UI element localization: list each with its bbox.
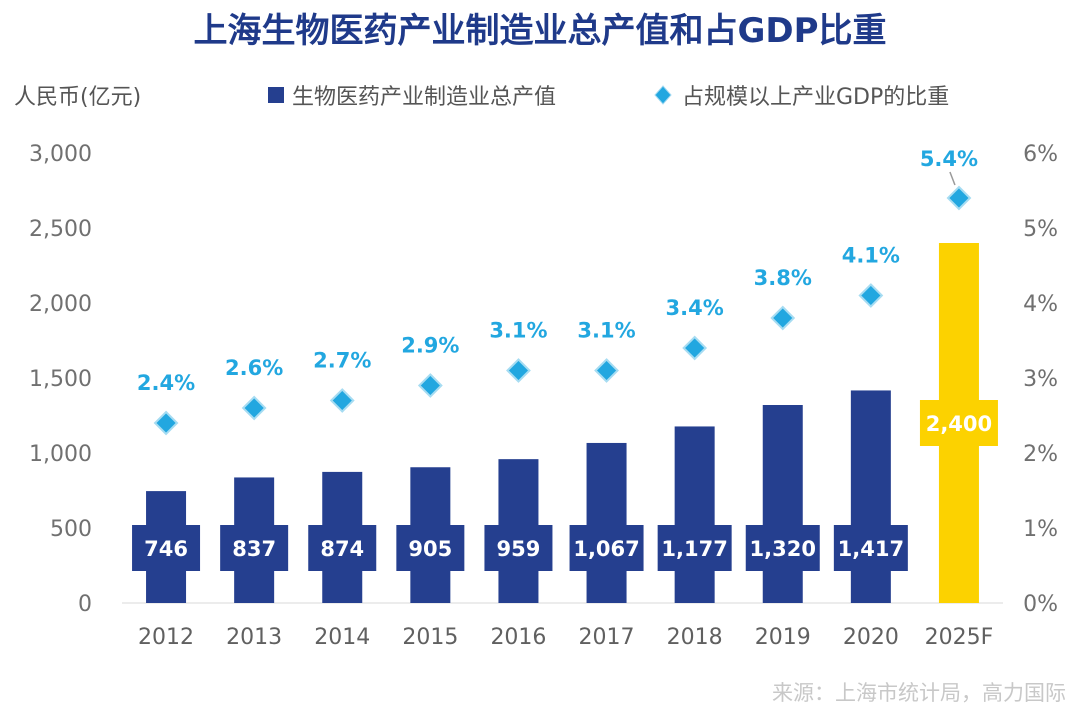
pct-value-label: 3.8% xyxy=(754,266,812,290)
y-left-tick: 1,500 xyxy=(29,367,92,392)
diamond-series: 2.4% 2.6% 2.7% 2.9% 3.1% 3.1% 3.4% 3.8% 4.1% 5.4% xyxy=(137,147,978,436)
pct-value-label: 2.9% xyxy=(401,334,459,358)
bar-label-box xyxy=(132,525,201,571)
x-tick: 2014 xyxy=(314,625,370,650)
diamond-point xyxy=(594,358,619,383)
bar-value-label: 2,400 xyxy=(926,412,992,436)
pct-value-label: 5.4% xyxy=(920,147,978,171)
pct-value-label: 3.1% xyxy=(489,319,547,343)
legend-diamond-label: 占规模以上产业GDP的比重 xyxy=(682,85,949,110)
diamond-point xyxy=(153,410,179,436)
bar-label-box xyxy=(745,525,820,571)
y-left-tick: 500 xyxy=(50,517,92,542)
y-left-tick: 3,000 xyxy=(29,142,92,167)
diamond-point xyxy=(506,358,531,383)
y-right-tick: 4% xyxy=(1023,292,1058,317)
bar-value-label: 1,417 xyxy=(838,537,904,561)
x-tick: 2015 xyxy=(402,625,458,650)
bar-series: 746 837 874 905 959 1,067 1,177 1,320 1,417 2,400 xyxy=(132,243,998,603)
bar-label-box xyxy=(657,525,732,571)
diamond-point xyxy=(770,305,796,331)
diamond-point xyxy=(329,388,355,413)
legend-bar-label: 生物医药产业制造业总产值 xyxy=(292,85,556,110)
y-axis-right: 0% 1% 2% 3% 4% 5% 6% xyxy=(1023,142,1058,617)
x-tick: 2018 xyxy=(667,625,723,650)
pct-value-label: 3.1% xyxy=(577,319,635,343)
label-leader-line xyxy=(949,171,956,186)
bar-label-box xyxy=(220,525,289,571)
pct-value-label: 2.4% xyxy=(137,371,195,395)
pct-value-label: 4.1% xyxy=(842,244,900,268)
bar xyxy=(762,405,803,603)
x-tick: 2013 xyxy=(226,625,282,650)
pct-value-label: 3.4% xyxy=(666,296,724,320)
bar-value-label: 746 xyxy=(144,537,188,561)
bar xyxy=(850,390,891,603)
y-right-tick: 1% xyxy=(1023,517,1058,542)
y-left-tick: 2,500 xyxy=(29,217,92,242)
diamond-point xyxy=(858,283,884,308)
chart-title: 上海生物医药产业制造业总产值和占GDP比重 xyxy=(193,11,886,51)
pct-value-label: 2.7% xyxy=(313,349,371,373)
bar-label-box xyxy=(919,400,998,446)
bar-label-box xyxy=(308,525,377,571)
bar-value-label: 959 xyxy=(497,537,541,561)
y-right-tick: 2% xyxy=(1023,442,1058,467)
y-axis-label: 人民币(亿元) xyxy=(14,85,141,110)
source-note: 来源：上海市统计局，高力国际 xyxy=(772,681,1066,705)
diamond-point xyxy=(946,185,972,211)
x-axis: 2012 2013 2014 2015 2016 2017 2018 2019 2020 2025… xyxy=(138,625,993,650)
x-tick: 2025F xyxy=(925,625,994,650)
bar-value-label: 1,177 xyxy=(661,537,727,561)
legend-bar-swatch xyxy=(268,87,284,103)
y-right-tick: 3% xyxy=(1023,367,1058,392)
bar xyxy=(674,426,715,603)
bar xyxy=(586,442,627,603)
y-axis-left: 0 500 1,000 1,500 2,000 2,500 3,000 xyxy=(29,142,92,617)
x-tick: 2019 xyxy=(755,625,811,650)
bar-label-box xyxy=(569,525,644,571)
bar-label-box xyxy=(833,525,908,571)
x-tick: 2017 xyxy=(579,625,635,650)
diamond-point xyxy=(241,395,267,421)
bar-value-label: 1,067 xyxy=(573,537,639,561)
y-right-tick: 0% xyxy=(1023,592,1058,617)
x-tick: 2020 xyxy=(843,625,899,650)
y-left-tick: 2,000 xyxy=(29,292,92,317)
x-tick: 2012 xyxy=(138,625,194,650)
bar-label-box xyxy=(484,525,553,571)
y-right-tick: 5% xyxy=(1023,217,1058,242)
diamond-point xyxy=(417,373,443,398)
y-right-tick: 6% xyxy=(1023,142,1058,167)
y-left-tick: 1,000 xyxy=(29,442,92,467)
x-tick: 2016 xyxy=(490,625,546,650)
pct-value-label: 2.6% xyxy=(225,356,283,380)
bar-value-label: 1,320 xyxy=(750,537,816,561)
bar-value-label: 905 xyxy=(408,537,452,561)
legend-diamond-icon xyxy=(654,85,672,105)
bar-value-label: 837 xyxy=(232,537,276,561)
legend: 生物医药产业制造业总产值 占规模以上产业GDP的比重 xyxy=(268,85,949,110)
bar-value-label: 874 xyxy=(320,537,364,561)
y-left-tick: 0 xyxy=(78,592,92,617)
diamond-point xyxy=(682,335,708,361)
bar-label-box xyxy=(396,525,465,571)
